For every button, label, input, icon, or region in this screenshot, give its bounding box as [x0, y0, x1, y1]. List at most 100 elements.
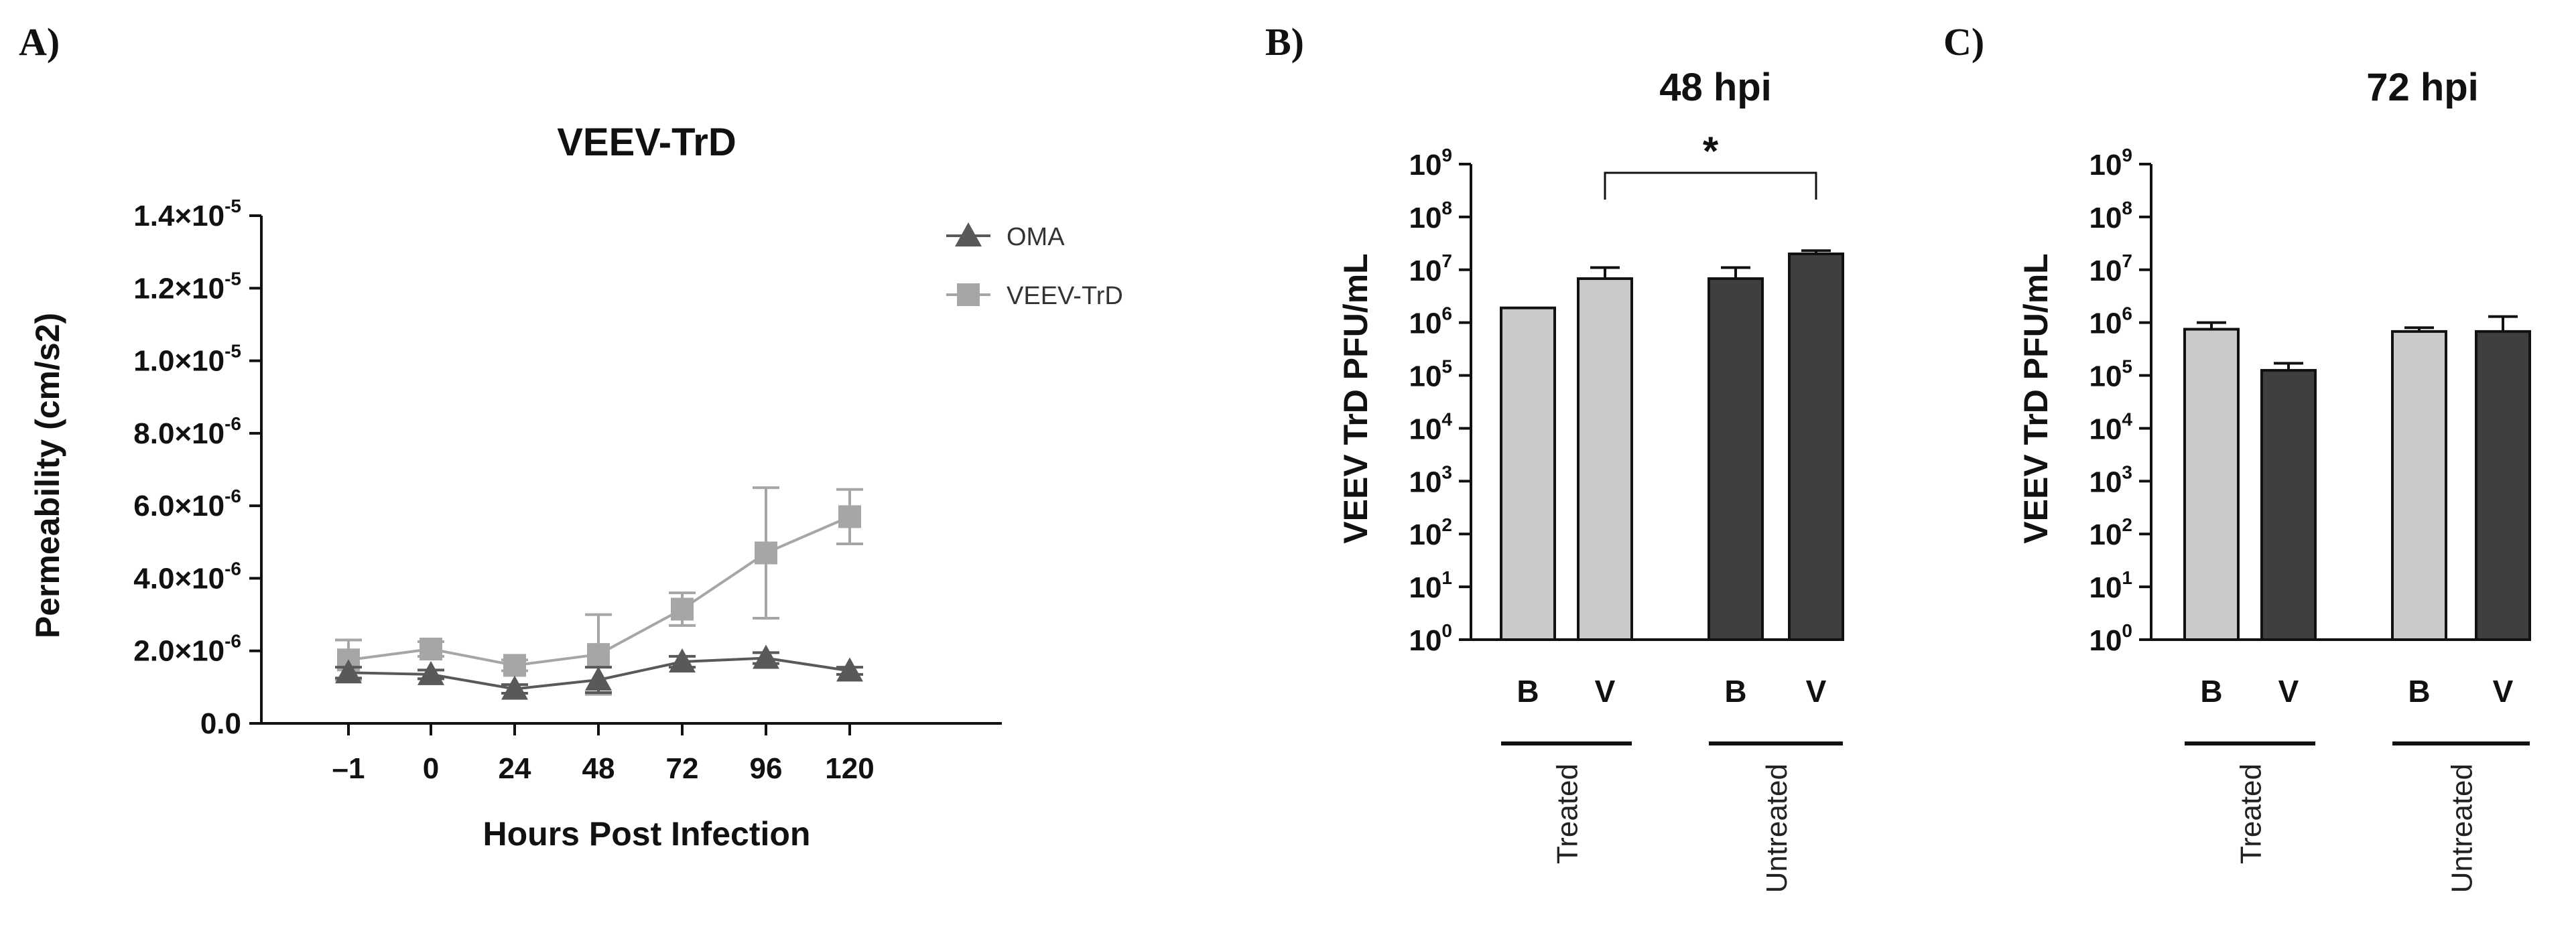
y-tick-label: 105	[2089, 356, 2132, 393]
legend-marker-triangle	[955, 222, 982, 246]
y-tick-label: 104	[1409, 409, 1452, 445]
x-category-label: V	[1806, 674, 1827, 709]
error-bar	[2488, 315, 2518, 332]
bar	[2391, 330, 2447, 641]
data-point-OMA	[335, 659, 362, 684]
y-tick-label: 102	[2089, 514, 2132, 551]
y-tick-label: 0.0	[200, 707, 241, 740]
y-tick-label: 2.0×10-6	[133, 631, 241, 668]
chart-a-x-axis-title: Hours Post Infection	[483, 815, 811, 853]
bar	[1577, 277, 1633, 641]
y-tick-label: 106	[1409, 303, 1452, 340]
x-tick-label: 96	[750, 752, 783, 785]
x-category-label: B	[1517, 674, 1539, 709]
chart-a-y-axis-title: Permeability (cm/s2)	[29, 313, 66, 638]
y-tick-label: 1.0×10-5	[133, 341, 241, 378]
bracket-line	[1604, 171, 1817, 200]
chart-c-y-axis-title: VEEV TrD PFU/mL	[2017, 253, 2055, 543]
chart-b-body: 100 101 102 103 104 105 106 107 108 109 B V B V Treate…	[1409, 129, 1844, 893]
data-point-VEEV-TrD	[755, 541, 777, 565]
y-tick-label: 101	[2089, 567, 2132, 604]
y-tick-label: 104	[2089, 409, 2132, 445]
data-point-OMA	[417, 660, 444, 685]
x-tick-label: 120	[825, 752, 874, 785]
y-tick-label: 1.2×10-5	[133, 268, 241, 305]
y-tick-label: 106	[2089, 303, 2132, 340]
x-category-label: B	[2200, 674, 2222, 709]
data-point-OMA	[585, 666, 612, 691]
y-tick-label: 8.0×10-6	[133, 413, 241, 450]
panel-a-line-chart: A) VEEV-TrD Permeability (cm/s2) Hours P…	[19, 20, 1123, 853]
group-label: Untreated	[2446, 764, 2479, 893]
chart-a-axes	[260, 216, 1002, 725]
x-category-label: V	[1595, 674, 1616, 709]
x-category-label: V	[2493, 674, 2514, 709]
chart-a-legend: OMA VEEV-TrD	[946, 222, 1123, 310]
bar	[1708, 277, 1764, 641]
y-tick-label: 100	[1409, 620, 1452, 657]
x-tick-label: 72	[666, 752, 699, 785]
y-tick-label: 6.0×10-6	[133, 486, 241, 522]
error-bar	[1590, 266, 1620, 279]
y-tick-label: 107	[1409, 251, 1452, 287]
chart-a-title: VEEV-TrD	[557, 121, 736, 164]
chart-b-title: 48 hpi	[1659, 66, 1772, 109]
data-point-OMA	[501, 675, 528, 700]
legend-label: OMA	[1007, 223, 1065, 251]
data-point-VEEV-TrD	[587, 643, 610, 666]
error-bar	[2197, 321, 2226, 330]
y-tick-label: 1.4×10-5	[133, 196, 241, 232]
data-point-VEEV-TrD	[503, 654, 526, 677]
y-tick-label: 102	[1409, 514, 1452, 551]
panel-b-bar-chart: B) 48 hpi VEEV TrD PFU/mL 10010110210310…	[1265, 20, 1844, 893]
chart-a-series	[335, 486, 863, 700]
x-tick-label: 0	[423, 752, 439, 785]
chart-a-y-ticks: 0.0 2.0×10-6 4.0×10-6 6.0×10-6 8.0×10-6 1.0×1…	[133, 196, 261, 740]
panel-b-label: B)	[1265, 20, 1304, 64]
data-point-VEEV-TrD	[671, 597, 694, 621]
y-tick-label: 109	[2089, 145, 2132, 182]
bar	[2260, 368, 2317, 642]
panel-c-label: C)	[1943, 20, 1984, 64]
x-tick-label: 24	[499, 752, 531, 785]
legend-label: VEEV-TrD	[1007, 282, 1123, 310]
legend-marker-square	[957, 283, 980, 306]
y-tick-label: 105	[1409, 356, 1452, 393]
panel-c-bar-chart: C) 72 hpi VEEV TrD PFU/mL 10010110210310…	[1943, 20, 2531, 893]
x-tick-label: 48	[582, 752, 615, 785]
y-tick-label: 108	[1409, 198, 1452, 234]
y-tick-label: 108	[2089, 198, 2132, 234]
data-point-OMA	[669, 648, 696, 672]
significance-label: *	[1703, 129, 1719, 173]
chart-c-title: 72 hpi	[2366, 66, 2479, 109]
chart-a-x-ticks: –1 0 24 48 72 96 120	[332, 723, 875, 785]
data-point-VEEV-TrD	[420, 638, 442, 661]
group-label: Treated	[2235, 764, 2268, 864]
bar	[1500, 306, 1556, 641]
group-label: Untreated	[1760, 764, 1793, 893]
error-bar	[1801, 249, 1831, 255]
chart-b-y-axis-title: VEEV TrD PFU/mL	[1337, 253, 1374, 543]
data-point-OMA	[753, 644, 779, 669]
bar	[2475, 330, 2531, 641]
y-tick-label: 103	[1409, 461, 1452, 498]
panel-a-label: A)	[19, 20, 60, 64]
y-tick-label: 109	[1409, 145, 1452, 182]
group-label: Treated	[1551, 764, 1584, 864]
bar	[2183, 328, 2240, 641]
y-tick-label: 100	[2089, 620, 2132, 657]
y-tick-label: 101	[1409, 567, 1452, 604]
data-point-OMA	[836, 657, 863, 682]
x-category-label: V	[2278, 674, 2299, 709]
y-tick-label: 103	[2089, 461, 2132, 498]
x-category-label: B	[2408, 674, 2430, 709]
x-tick-label: –1	[332, 752, 365, 785]
chart-c-body: 100 101 102 103 104 105 106 107 108 109 B V B V Treate…	[2089, 145, 2531, 893]
error-bar	[1721, 266, 1750, 279]
x-category-label: B	[1724, 674, 1746, 709]
data-point-VEEV-TrD	[838, 505, 861, 528]
y-tick-label: 107	[2089, 251, 2132, 287]
significance-bracket: *	[1604, 129, 1817, 200]
error-bar	[2274, 362, 2303, 370]
